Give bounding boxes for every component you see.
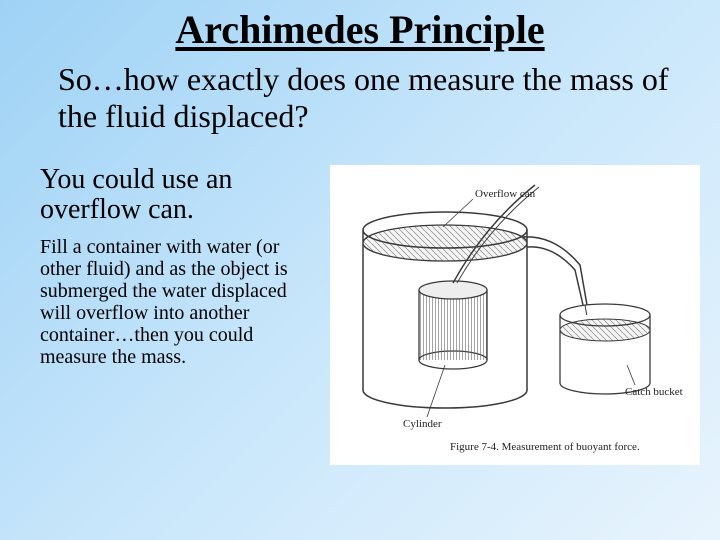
label-catch-bucket: Catch bucket <box>625 386 683 398</box>
figure-caption: Figure 7-4. Measurement of buoyant force… <box>450 441 640 453</box>
label-cylinder: Cylinder <box>403 418 442 430</box>
content-row: You could use an overflow can. Fill a co… <box>0 135 720 465</box>
overflow-can-figure: Overflow can Cylinder Catch bucket Figur… <box>330 165 700 465</box>
subtitle-question: So…how exactly does one measure the mass… <box>0 53 720 135</box>
label-overflow-can: Overflow can <box>475 188 536 200</box>
text-column: You could use an overflow can. Fill a co… <box>40 165 320 465</box>
lead-text: You could use an overflow can. <box>40 165 320 227</box>
description-text: Fill a container with water (or other fl… <box>40 236 320 368</box>
page-title: Archimedes Principle <box>0 0 720 53</box>
